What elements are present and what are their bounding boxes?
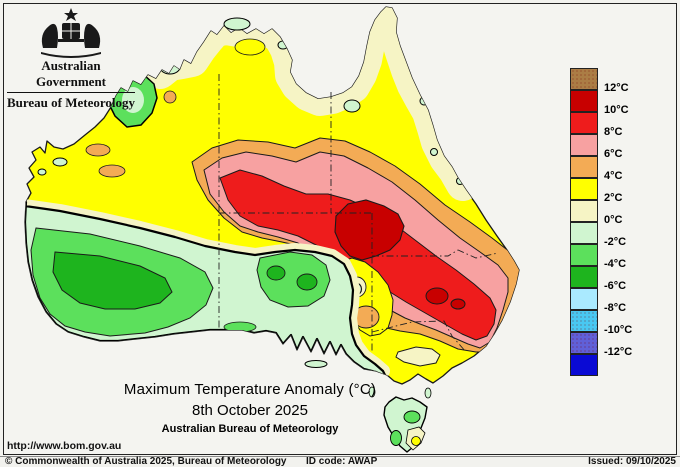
region-tas-yellow [411,436,421,446]
legend-label-0C: 0°C [604,214,623,226]
legend-label--4C: -4°C [604,258,627,270]
legend-label-8C: 8°C [604,126,623,138]
region-darkred-nsw-spot-1 [425,287,449,305]
legend-label-4C: 4°C [604,170,623,182]
region-sa-green-spot-2 [296,273,318,291]
region-neqld-dot-3 [456,177,464,185]
region-tas-lightgreen-1 [403,410,421,424]
legend-swatch-light_green [570,244,598,266]
region-pilbara-orange-2 [98,164,126,178]
header-divider [7,92,135,93]
region-sw-green-core [52,251,173,310]
government-title: Australian Government [35,58,107,89]
region-darkred-core [334,199,405,261]
legend-swatch-blue [570,354,598,376]
flinders-island [424,387,432,399]
legend-label--10C: -10°C [604,324,633,336]
map-date: 8th October 2025 [192,402,308,419]
legend-swatch-green [570,266,598,288]
legend-swatch-pale_cyan [570,288,598,310]
legend-swatch-red [570,112,598,134]
region-westcoast-palegreen-2 [37,168,47,176]
legend-label--12C: -12°C [604,346,633,358]
region-topend-yellow-pocket [234,38,266,56]
region-tas-lightgreen-2 [390,430,402,446]
region-vic-alpine-cream [395,346,441,367]
legend-label--2C: -2°C [604,236,627,248]
legend-swatch-orange [570,156,598,178]
state-borders [218,74,499,353]
king-island [368,386,376,398]
map-title: Maximum Temperature Anomaly (°C) [123,381,377,398]
region-neqld-dot-1 [419,96,429,106]
issued-text: Issued: 09/10/2025 [588,456,676,467]
region-pilbara-orange-1 [85,143,111,157]
legend-label-2C: 2°C [604,192,623,204]
copyright-text: © Commonwealth of Australia 2025, Bureau… [5,456,287,467]
legend-label-12C: 12°C [604,82,629,94]
legend-swatch-dark_red [570,90,598,112]
region-neqld-dot-2 [430,148,438,156]
footer-divider [0,456,680,457]
header: Australian Government Bureau of Meteorol… [5,6,137,111]
tiwi-islands [223,17,251,31]
bom-url: http://www.bom.gov.au [7,440,122,452]
region-kimberley-orange-spot [163,90,177,104]
legend-swatch-blue_violet [570,332,598,354]
map-org: Australian Bureau of Meteorology [161,423,339,435]
region-gulf-palegreen [343,99,361,113]
legend-swatch-yellow [570,178,598,200]
legend-label-10C: 10°C [604,104,629,116]
id-code-text: ID code: AWAP [306,456,378,467]
tasmania [383,396,428,453]
map-titles: Maximum Temperature Anomaly (°C) 8th Oct… [60,381,440,435]
region-kimberley-pale-center [122,87,144,113]
legend-label-6C: 6°C [604,148,623,160]
region-westcoast-palegreen-1 [52,157,68,167]
bureau-title: Bureau of Meteorology [6,95,136,110]
legend-rows: 12°C 10°C 8°C 6°C 4°C 2°C 0°C -2°C -4°C -6°C -8°C -… [570,68,680,378]
kangaroo-island [304,360,328,368]
legend-swatch-cyan [570,310,598,332]
legend-label--8C: -8°C [604,302,627,314]
legend-swatch-cream [570,200,598,222]
region-sa-green-spot-1 [266,265,286,281]
region-darkred-nsw-spot-2 [450,298,466,310]
coat-of-arms-icon [41,8,101,58]
legend-label--6C: -6°C [604,280,627,292]
legend-swatch-brown [570,68,598,90]
legend-swatch-pale_green [570,222,598,244]
legend-swatch-pink [570,134,598,156]
